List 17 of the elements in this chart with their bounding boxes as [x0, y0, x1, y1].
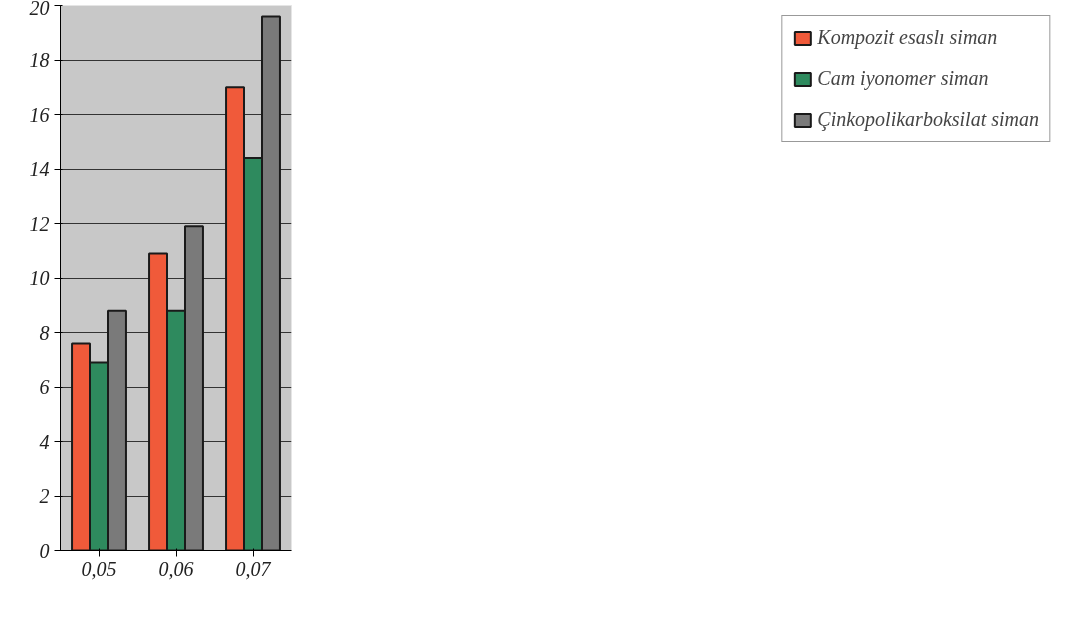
y-tick-label: 14 [29, 158, 50, 180]
y-tick-label: 0 [39, 539, 50, 562]
y-tick-label: 6 [39, 376, 50, 398]
x-tick-label: 0,07 [235, 557, 272, 580]
y-tick-label: 20 [29, 0, 50, 19]
legend-label: Çinkopolikarboksilat siman [817, 108, 1039, 131]
y-tick-label: 16 [29, 103, 50, 126]
y-tick-label: 18 [29, 49, 50, 71]
x-tick-label: 0,05 [81, 557, 117, 580]
y-tick-label: 10 [29, 267, 50, 289]
y-tick-label: 4 [39, 430, 50, 453]
y-tick-label: 8 [39, 321, 50, 344]
y-tick-label: 12 [29, 212, 50, 235]
y-tick-label: 2 [39, 485, 50, 507]
x-tick-label: 0,06 [158, 557, 194, 580]
legend-label: Kompozit esaslı siman [817, 26, 998, 49]
legend-label: Cam iyonomer siman [817, 67, 989, 90]
